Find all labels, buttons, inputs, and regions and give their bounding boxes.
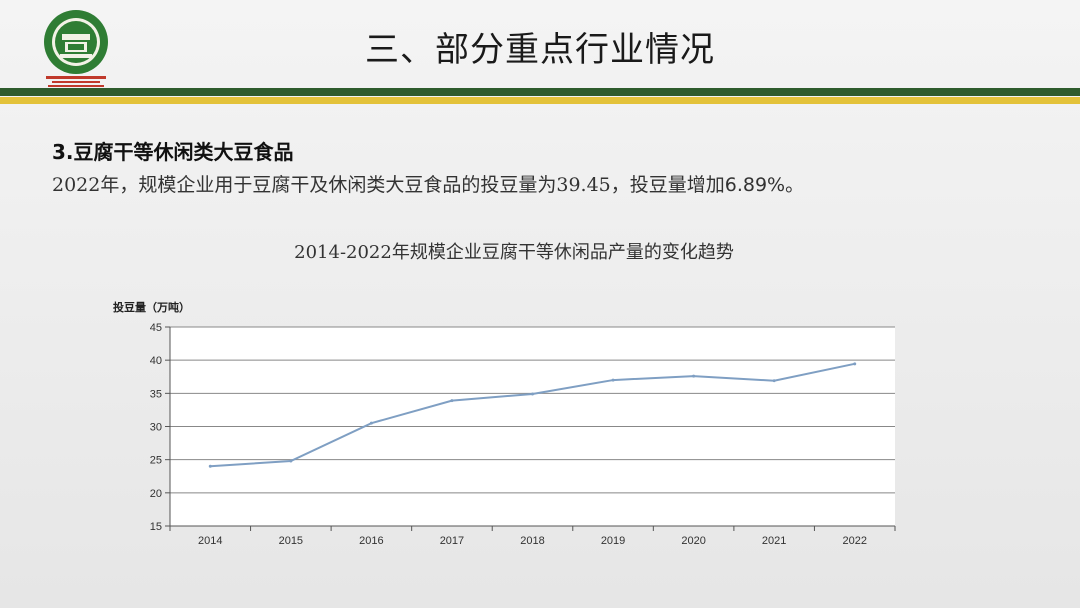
y-tick-label: 25 [150, 455, 162, 467]
x-tick-label: 2015 [279, 535, 303, 547]
data-point [450, 399, 454, 403]
x-tick-label: 2016 [359, 535, 383, 547]
data-point [611, 378, 615, 382]
y-tick-label: 30 [150, 422, 162, 434]
data-point [289, 459, 293, 463]
gold-band [0, 97, 1080, 104]
y-tick-label: 15 [150, 521, 162, 533]
section-text-main: 2022年，规模企业用于豆腐干及休闲类大豆食品的投豆量为39.45，投豆量增加 [52, 174, 725, 196]
y-tick-label: 40 [150, 355, 162, 367]
y-tick-label: 45 [150, 322, 162, 334]
chart-title: 2014-2022年规模企业豆腐干等休闲品产量的变化趋势 [294, 242, 734, 263]
x-tick-label: 2018 [520, 535, 544, 547]
section-text-highlight: 6.89%。 [724, 174, 805, 196]
data-point [208, 464, 212, 468]
y-axis-label: 投豆量（万吨） [113, 300, 190, 314]
association-logo [44, 10, 108, 87]
x-tick-label: 2014 [198, 535, 222, 547]
x-tick-label: 2019 [601, 535, 625, 547]
header: 三、部分重点行业情况 [0, 0, 1080, 88]
data-point [692, 374, 696, 378]
x-tick-label: 2020 [681, 535, 705, 547]
section-text: 2022年，规模企业用于豆腐干及休闲类大豆食品的投豆量为39.45，投豆量增加6… [52, 170, 804, 197]
data-point [853, 362, 857, 366]
x-tick-label: 2022 [842, 535, 866, 547]
data-point [369, 421, 373, 425]
data-point [772, 379, 776, 383]
data-point [531, 392, 534, 396]
y-tick-label: 35 [150, 388, 162, 400]
y-tick-label: 20 [150, 488, 162, 500]
green-band [0, 88, 1080, 96]
page-title: 三、部分重点行业情况 [365, 30, 715, 70]
section-heading: 3.豆腐干等休闲类大豆食品 [52, 140, 294, 164]
x-tick-label: 2021 [762, 535, 786, 547]
x-tick-label: 2017 [440, 535, 464, 547]
